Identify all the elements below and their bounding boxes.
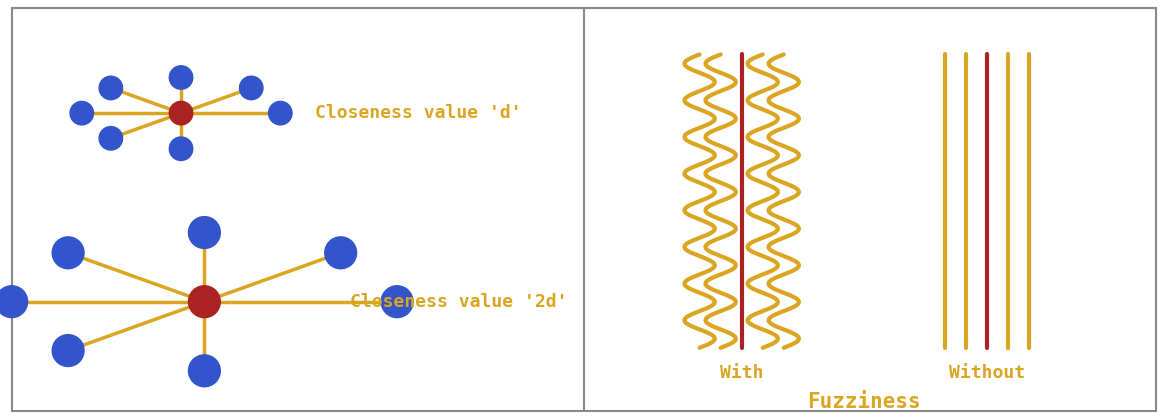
Ellipse shape (99, 127, 123, 150)
Text: Fuzziness: Fuzziness (807, 392, 922, 412)
Text: With: With (719, 364, 764, 382)
Ellipse shape (188, 217, 221, 248)
Ellipse shape (169, 137, 193, 160)
Text: Closeness value 'd': Closeness value 'd' (315, 104, 522, 122)
Ellipse shape (381, 286, 413, 318)
Ellipse shape (325, 237, 356, 269)
Ellipse shape (53, 335, 84, 367)
Ellipse shape (188, 355, 221, 387)
Ellipse shape (239, 76, 263, 100)
Ellipse shape (53, 237, 84, 269)
Ellipse shape (169, 66, 193, 89)
Ellipse shape (188, 286, 221, 318)
Text: Without: Without (948, 364, 1026, 382)
Ellipse shape (70, 101, 93, 125)
Ellipse shape (269, 101, 292, 125)
Ellipse shape (0, 286, 28, 318)
Text: Closeness value '2d': Closeness value '2d' (350, 293, 568, 310)
Ellipse shape (169, 101, 193, 125)
Ellipse shape (99, 76, 123, 100)
